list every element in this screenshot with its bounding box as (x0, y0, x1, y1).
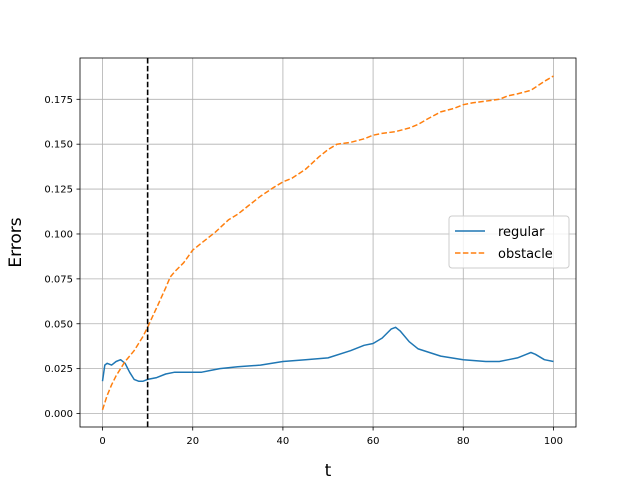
y-tick-label: 0.150 (44, 140, 73, 151)
series-lines (101, 75, 554, 411)
legend: regular obstacle (448, 215, 570, 269)
x-tick-label: 80 (457, 436, 470, 447)
y-axis-ticks: 0.000 0.025 0.050 0.075 0.100 0.125 0.150 0.175 (44, 95, 80, 420)
x-tick-label: 20 (186, 436, 199, 447)
y-tick-label: 0.050 (44, 319, 73, 330)
y-tick-label: 0.025 (44, 364, 73, 375)
series-line-obstacle (101, 75, 554, 411)
legend-box (448, 215, 570, 269)
series-line-regular (101, 326, 554, 382)
x-axis-ticks: 0 20 40 60 80 100 (99, 427, 563, 447)
y-axis-label: Errors (6, 217, 26, 267)
plot-frame (79, 57, 577, 428)
y-tick-label: 0.100 (44, 229, 73, 240)
legend-label-obstacle: obstacle (498, 247, 553, 262)
y-tick-label: 0.075 (44, 274, 73, 285)
y-tick-label: 0.175 (44, 95, 73, 106)
x-tick-label: 40 (277, 436, 290, 447)
y-tick-label: 0.125 (44, 185, 73, 196)
legend-label-regular: regular (498, 225, 545, 240)
x-axis-label: t (325, 461, 332, 480)
x-tick-label: 0 (99, 436, 105, 447)
y-tick-label: 0.000 (44, 409, 73, 420)
x-tick-label: 100 (544, 436, 563, 447)
x-tick-label: 60 (367, 436, 380, 447)
